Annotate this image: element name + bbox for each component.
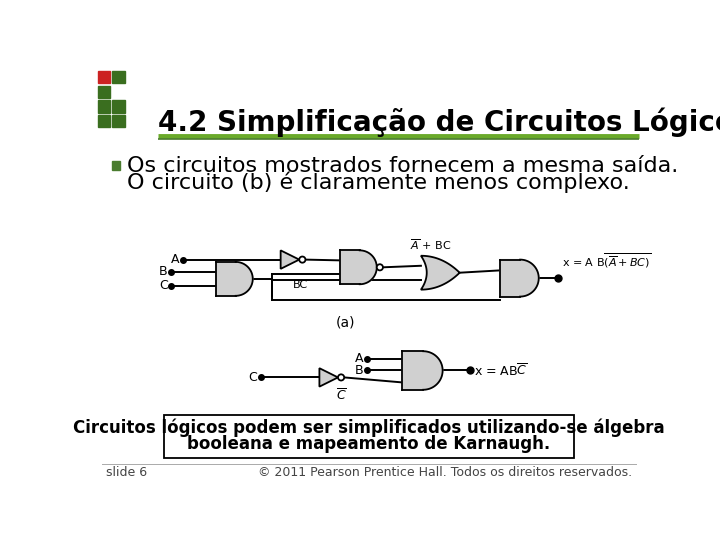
- Text: booleana e mapeamento de Karnaugh.: booleana e mapeamento de Karnaugh.: [187, 435, 551, 454]
- Text: $\overline{C}$: $\overline{C}$: [336, 387, 346, 403]
- Text: x = A B$\overline{(\overline{A}+BC)}$: x = A B$\overline{(\overline{A}+BC)}$: [562, 252, 651, 271]
- Bar: [163, 415, 575, 457]
- Bar: [112, 71, 125, 83]
- Text: C: C: [158, 279, 168, 292]
- Polygon shape: [320, 368, 338, 387]
- Text: BC: BC: [293, 280, 308, 291]
- Bar: [112, 115, 125, 127]
- Text: © 2011 Pearson Prentice Hall. Todos os direitos reservados.: © 2011 Pearson Prentice Hall. Todos os d…: [258, 467, 632, 480]
- Polygon shape: [216, 262, 253, 296]
- Text: Os circuitos mostrados fornecem a mesma saída.: Os circuitos mostrados fornecem a mesma …: [127, 156, 678, 176]
- Text: A: A: [355, 352, 364, 365]
- Text: Circuitos lógicos podem ser simplificados utilizando-se álgebra: Circuitos lógicos podem ser simplificado…: [73, 418, 665, 437]
- Text: slide 6: slide 6: [106, 467, 147, 480]
- Text: 4.2 Simplificação de Circuitos Lógicos: 4.2 Simplificação de Circuitos Lógicos: [158, 108, 720, 137]
- Circle shape: [377, 264, 383, 271]
- Polygon shape: [281, 251, 300, 269]
- Polygon shape: [341, 251, 377, 284]
- Bar: [112, 100, 125, 112]
- Text: $\overline{A}$ + BC: $\overline{A}$ + BC: [410, 237, 451, 252]
- Text: A: A: [171, 253, 179, 266]
- Bar: [98, 100, 110, 112]
- Circle shape: [300, 256, 305, 262]
- Text: B: B: [355, 364, 364, 377]
- Bar: [112, 161, 120, 170]
- Bar: [98, 115, 110, 127]
- Text: x = AB$\overline{C}$: x = AB$\overline{C}$: [474, 362, 527, 379]
- Bar: [98, 71, 110, 83]
- Polygon shape: [500, 260, 539, 296]
- Text: (a): (a): [336, 316, 356, 330]
- Polygon shape: [421, 256, 459, 289]
- Bar: [98, 85, 110, 98]
- Circle shape: [338, 374, 344, 381]
- Polygon shape: [402, 351, 443, 390]
- Text: C: C: [248, 371, 256, 384]
- Text: O circuito (b) é claramente menos complexo.: O circuito (b) é claramente menos comple…: [127, 171, 630, 193]
- Text: B: B: [159, 266, 168, 279]
